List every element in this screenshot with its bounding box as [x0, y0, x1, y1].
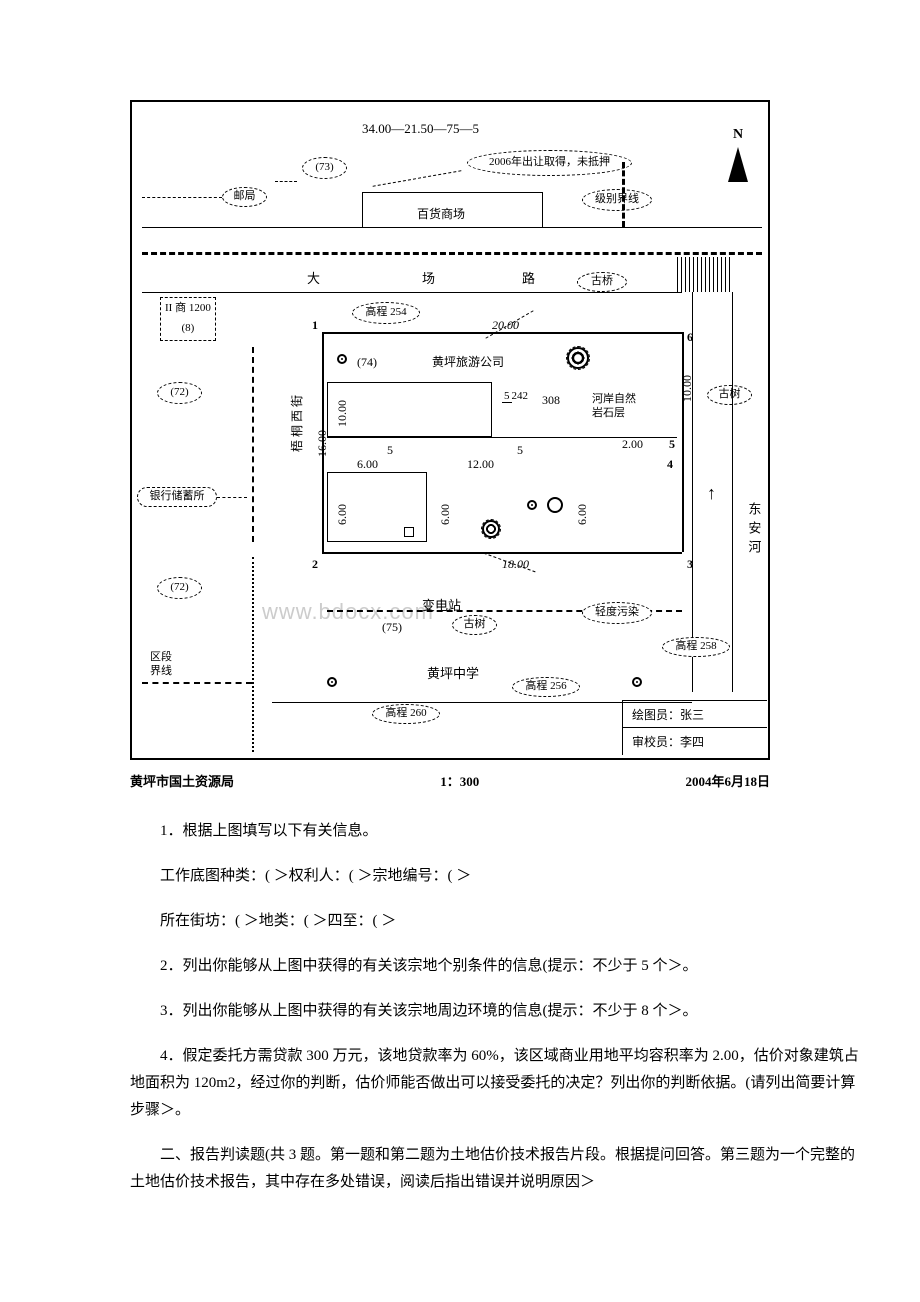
v-street: 梧桐西街	[287, 392, 309, 452]
gear-1	[567, 347, 589, 369]
road-chang: 场	[422, 267, 435, 290]
n5a: 5	[387, 440, 393, 462]
q4: 4．假定委托方需贷款 300 万元，该地贷款率为 60%，该区域商业用地平均容积…	[130, 1043, 860, 1124]
school-bot	[272, 702, 692, 703]
bubble-e260: 高程 260	[372, 704, 440, 724]
bubble-elev254: 高程 254	[352, 302, 420, 324]
bubble-grade-line: 级别界线	[582, 189, 652, 211]
bubble-73: (73)	[302, 157, 347, 179]
north-arrow-icon	[728, 147, 748, 182]
seg-v2	[252, 557, 254, 752]
target-1	[337, 354, 347, 364]
store-label: 百货商场	[417, 204, 465, 226]
parcel-top	[322, 332, 682, 334]
dim-10b: 10.00	[677, 375, 699, 402]
line-73a	[275, 181, 297, 182]
seg-h	[142, 682, 252, 684]
cadastral-map: 34.00—21.50—75—5 N (73) 2006年出让取得，未抵押 级别…	[130, 100, 770, 760]
river-arrow: ↑	[707, 477, 716, 509]
river-label: 东安河	[742, 502, 765, 559]
footer-org: 黄坪市国土资源局	[130, 770, 234, 793]
n308: 308	[542, 390, 560, 412]
rock-label: 河岸自然岩石层	[592, 392, 636, 421]
parcel-right	[682, 332, 684, 552]
company: 黄坪旅游公司	[432, 352, 504, 374]
line-acq	[373, 170, 462, 187]
bubble-72a: (72)	[157, 382, 202, 404]
footer-date: 2004年6月18日	[685, 770, 770, 793]
q1-line2: 工作底图种类：( ＞权利人：( ＞宗地编号：( ＞	[130, 863, 860, 890]
target-4	[632, 677, 642, 687]
bubble-bridge: 古桥	[577, 272, 627, 292]
bubble-tree-a: 古树	[707, 385, 752, 405]
bridge-hatch	[677, 257, 732, 292]
sig-line2	[622, 727, 767, 728]
dim-16: 16.00	[312, 430, 334, 457]
frac-top: 5	[502, 390, 512, 403]
bubble-e258: 高程 258	[662, 637, 730, 657]
n2: 2	[312, 554, 318, 576]
frac: 5242	[502, 385, 528, 407]
grade-v	[622, 162, 625, 227]
frac-bot: 242	[512, 390, 529, 402]
dim-6c: 6.00	[435, 504, 457, 525]
road-bottom	[142, 292, 682, 293]
bubble-pollution: 轻度污染	[582, 602, 652, 624]
road-da: 大	[307, 267, 320, 290]
q1-intro: 1．根据上图填写以下有关信息。	[130, 818, 860, 845]
n75: (75)	[382, 617, 402, 639]
q1-line3: 所在街坊：( ＞地类：( ＞四至：( ＞	[130, 908, 860, 935]
n5b: 5	[517, 440, 523, 462]
line-post	[142, 197, 222, 198]
sig-line1	[622, 700, 767, 701]
gear-2	[482, 520, 500, 538]
bubble-72b: (72)	[157, 577, 202, 599]
bubble-e256: 高程 256	[512, 677, 580, 697]
drafter: 绘图员：张三	[632, 705, 704, 727]
n5c: 5	[669, 434, 675, 456]
q2: 2．列出你能够从上图中获得的有关该宗地个别条件的信息(提示：不少于 5 个＞。	[130, 953, 860, 980]
bubble-bank: 银行储蓄所	[137, 487, 217, 507]
target-3	[327, 677, 337, 687]
road-lu: 路	[522, 267, 535, 290]
dim-6b: 6.00	[332, 504, 354, 525]
substation: 变电站	[422, 594, 461, 617]
seg-label: 区段界线	[150, 650, 172, 679]
store-top	[362, 192, 542, 193]
bubble-tree-b: 古树	[452, 615, 497, 635]
map-header-code: 34.00—21.50—75—5	[362, 117, 479, 140]
footer-scale: 1：300	[440, 770, 479, 793]
dim-10a: 10.00	[332, 400, 354, 427]
sec2: 二、报告判读题(共 3 题。第一题和第二题为土地估价技术报告片段。根据提问回答。…	[130, 1142, 860, 1196]
n74: (74)	[357, 352, 377, 374]
small-sq	[404, 527, 414, 537]
dim-6d: 6.00	[572, 504, 594, 525]
bubble-post: 邮局	[222, 187, 267, 207]
bubble-acquire: 2006年出让取得，未抵押	[467, 150, 632, 176]
q3: 3．列出你能够从上图中获得的有关该宗地周边环境的信息(提示：不少于 8 个＞。	[130, 998, 860, 1025]
grade-h	[142, 252, 762, 255]
map-footer: 黄坪市国土资源局 1：300 2004年6月18日	[130, 770, 770, 793]
zone-8: (8)	[165, 319, 211, 339]
corner-1: 1	[312, 315, 318, 337]
store-right	[542, 192, 543, 227]
zone-ii: II 商 1200	[165, 299, 211, 319]
seg-v-left	[252, 347, 254, 542]
store-bottom	[142, 227, 762, 228]
river-r	[732, 292, 733, 692]
reviewer: 审校员：李四	[632, 732, 704, 754]
north-indicator: N	[728, 122, 748, 182]
circle-o	[547, 497, 563, 513]
school: 黄坪中学	[427, 662, 479, 685]
n4: 4	[667, 454, 673, 476]
store-left	[362, 192, 363, 227]
river-l	[692, 292, 693, 692]
line-bank	[217, 497, 247, 498]
north-label: N	[728, 122, 748, 147]
zone-ii-box: II 商 1200 (8)	[160, 297, 216, 341]
dim-2: 2.00	[622, 434, 643, 456]
target-2	[527, 500, 537, 510]
dim-12: 12.00	[467, 454, 494, 476]
